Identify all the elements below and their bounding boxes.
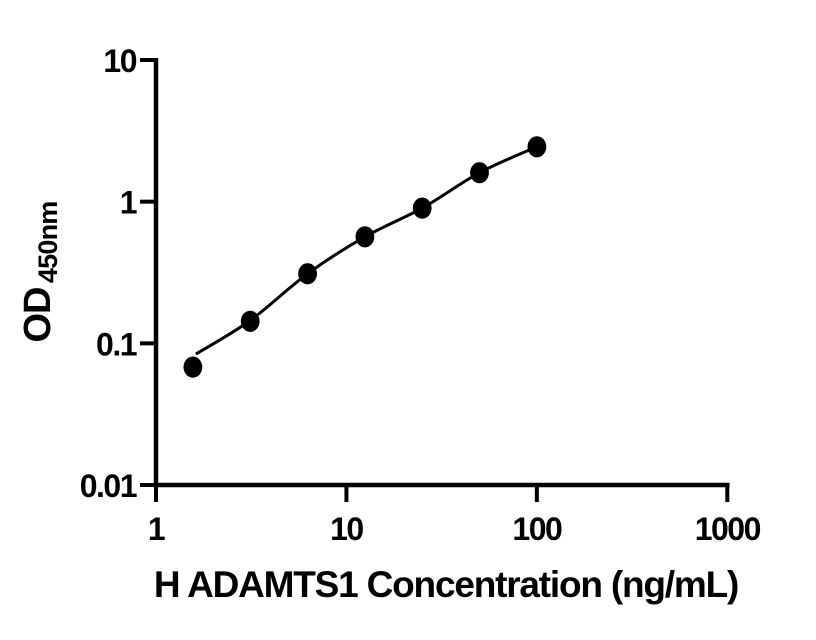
data-point-marker xyxy=(355,226,375,248)
x-axis-tick-label: 10 xyxy=(330,511,363,547)
y-axis-tick-label: 0.1 xyxy=(96,326,137,362)
x-axis-ticks xyxy=(154,487,730,502)
y-axis-tick-label: 0.01 xyxy=(80,468,137,504)
x-axis-tick-label: 100 xyxy=(512,511,562,547)
x-axis-tick-label: 1000 xyxy=(695,511,761,547)
y-axis-title-subscript: 450nm xyxy=(33,201,63,283)
y-axis-tick-label: 10 xyxy=(103,43,136,79)
axes xyxy=(153,58,730,488)
data-point-marker xyxy=(183,356,203,378)
y-axis-title-main: OD xyxy=(17,288,59,343)
y-axis-title: OD 450nm xyxy=(17,201,63,342)
y-axis-tick-labels: 10 1 0.1 0.01 xyxy=(80,43,138,504)
data-point-marker xyxy=(470,162,489,184)
x-axis-tick-labels: 1 10 100 1000 xyxy=(148,511,762,547)
data-point-marker xyxy=(412,197,432,219)
data-point-marker xyxy=(240,310,260,332)
x-axis-title: H ADAMTS1 Concentration (ng/mL) xyxy=(154,564,738,605)
data-point-marker xyxy=(298,263,317,285)
data-point-marker xyxy=(527,136,547,158)
y-axis-tick-label: 1 xyxy=(120,185,137,221)
y-axis-ticks xyxy=(140,58,156,487)
data-point-markers xyxy=(183,136,547,378)
x-axis-tick-label: 1 xyxy=(148,511,165,547)
